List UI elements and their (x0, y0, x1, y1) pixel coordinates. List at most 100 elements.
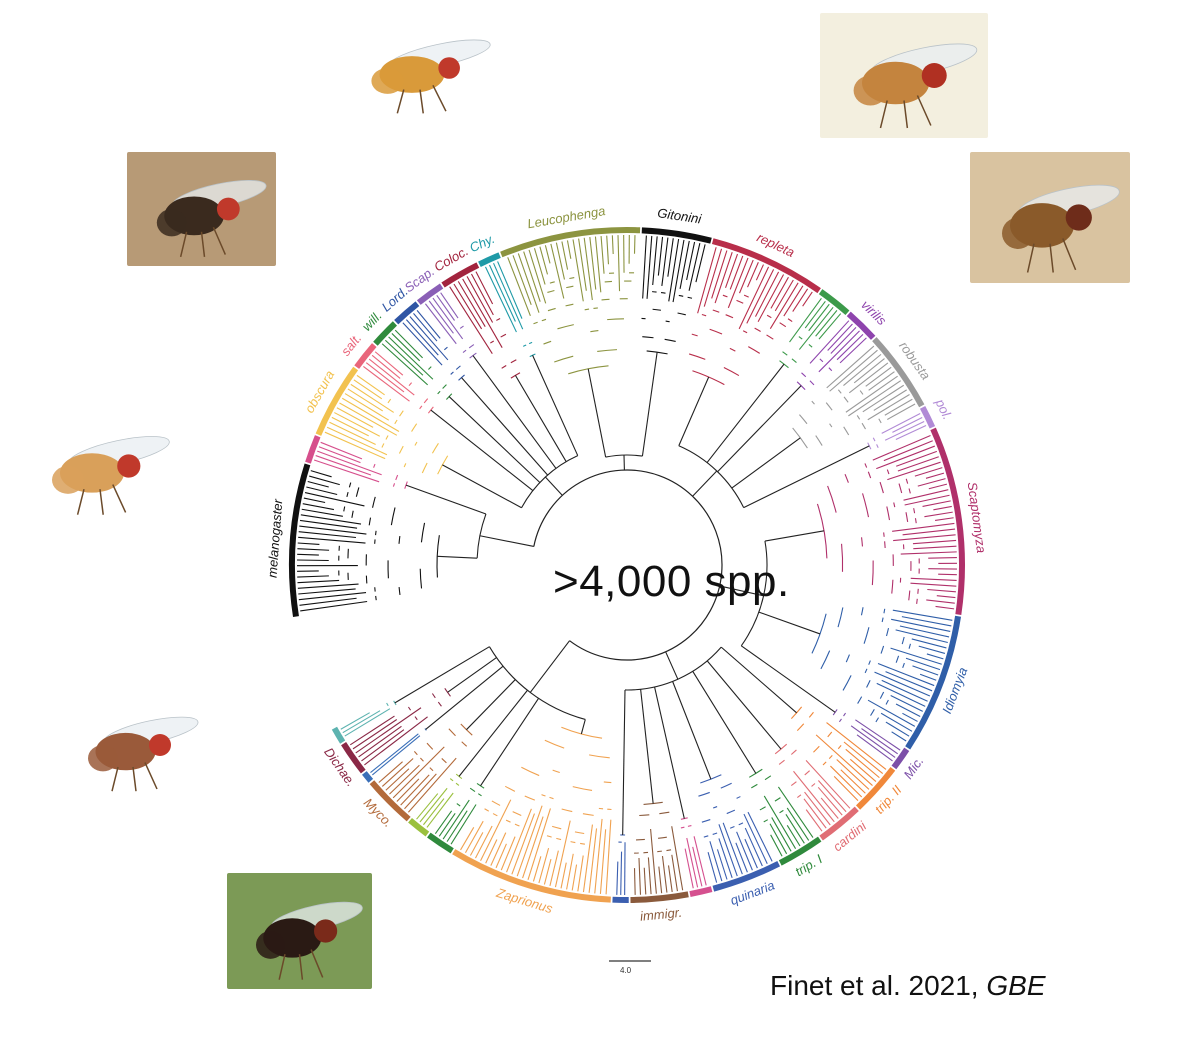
tree-branch (658, 836, 667, 839)
tree-branch (466, 276, 494, 323)
tree-branch (583, 237, 593, 301)
tree-branch (735, 842, 748, 873)
tree-branch (763, 795, 797, 849)
tree-branch (374, 530, 377, 536)
tree-branch (661, 237, 669, 287)
tree-branch (671, 826, 684, 891)
tree-branch (692, 846, 703, 887)
tree-branch (777, 786, 814, 838)
tree-branch (449, 778, 454, 782)
tree-branch (457, 281, 486, 327)
tree-branch (404, 773, 437, 810)
tree-branch (905, 478, 909, 484)
tree-branch (652, 308, 662, 311)
tree-branch (845, 654, 850, 663)
tree-branch (460, 827, 475, 851)
tree-branch (712, 309, 720, 313)
tree-branch (815, 435, 823, 446)
tree-branch (743, 294, 749, 298)
tree-branch (371, 354, 401, 379)
clade-band (689, 886, 713, 897)
clade-band (369, 780, 411, 822)
tree-branch (300, 514, 362, 525)
tree-branch (766, 314, 772, 319)
clade-label: Leucophenga (526, 203, 606, 231)
tree-branch (905, 657, 941, 671)
tree-branch (687, 296, 693, 299)
tree-branch (805, 809, 823, 832)
tree-branch (912, 539, 957, 545)
tree-branch (419, 757, 424, 762)
tree-branch (313, 459, 380, 483)
tree-branch (698, 791, 710, 797)
tree-branch (927, 588, 956, 593)
clade-band (712, 861, 781, 892)
tree-branch (431, 443, 439, 454)
tree-branch (297, 542, 320, 546)
tree-branch (880, 645, 885, 654)
tree-branch (650, 828, 657, 894)
tree-branch (414, 441, 418, 446)
backbone-branch (622, 689, 626, 835)
backbone-branch (442, 464, 522, 509)
tree-branch (426, 742, 434, 750)
backbone-branch (447, 657, 497, 693)
tree-branch (844, 473, 849, 483)
tree-branch (798, 336, 803, 340)
tree-branch (900, 551, 957, 555)
clade-label: immigr. (639, 905, 682, 924)
tree-branch (864, 668, 868, 674)
tree-branch (833, 776, 859, 802)
tree-branch (642, 336, 654, 339)
clade-band (478, 252, 501, 267)
tree-branch (378, 761, 403, 783)
tree-branch (925, 472, 945, 479)
tree-branch (804, 791, 831, 826)
tree-branch (381, 758, 414, 787)
tree-branch (797, 794, 802, 798)
tree-branch (738, 266, 770, 330)
tree-branch (594, 236, 602, 293)
tree-branch (825, 402, 833, 411)
tree-branch (892, 609, 953, 621)
tree-branch (539, 246, 549, 275)
tree-branch (684, 848, 694, 889)
tree-branch (318, 446, 361, 464)
tree-branch (892, 522, 955, 532)
tree-branch (474, 825, 493, 859)
tree-branch (572, 239, 584, 302)
tree-branch (331, 416, 369, 437)
tree-branch (544, 245, 551, 264)
tree-branch (826, 345, 875, 389)
tree-branch (701, 819, 711, 823)
tree-branch (837, 607, 844, 628)
clade-band (416, 283, 444, 305)
tree-branch (856, 734, 893, 762)
clade-label: Gitonini (656, 205, 703, 227)
tree-branch (665, 320, 670, 323)
tree-branch (428, 366, 432, 370)
tree-branch (811, 613, 827, 654)
tree-branch (809, 320, 850, 364)
clade-band (394, 301, 420, 325)
tree-branch (403, 463, 407, 468)
tree-branch (666, 849, 672, 852)
clade-label: will. (359, 308, 385, 334)
tree-branch (870, 709, 875, 716)
tree-branch (716, 849, 728, 880)
tree-branch (616, 861, 619, 895)
tree-branch (339, 402, 398, 436)
tree-branch (302, 503, 335, 511)
tree-branch (820, 650, 831, 670)
tree-branch (352, 719, 398, 750)
tree-branch (480, 799, 512, 861)
tree-branch (667, 865, 673, 892)
tree-branch (754, 271, 780, 317)
tree-branch (822, 761, 827, 766)
clade-band (711, 238, 821, 294)
tree-branch (804, 300, 826, 329)
tree-branch (361, 729, 405, 762)
tree-branch (871, 560, 874, 586)
tree-branch (416, 310, 441, 339)
